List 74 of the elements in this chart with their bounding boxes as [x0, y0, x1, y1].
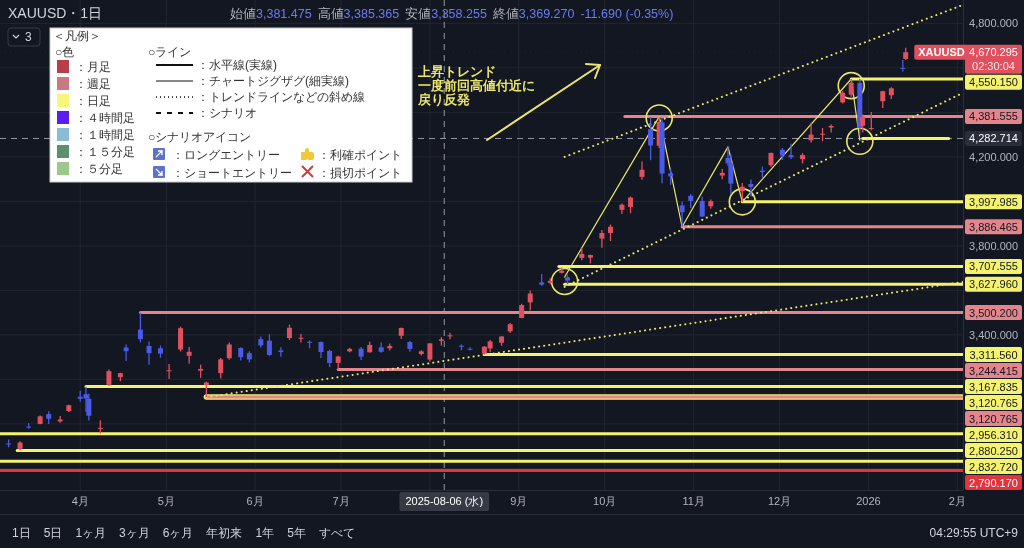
data-label: 2,956.310 [969, 428, 1018, 441]
annotation: ：利確ポイント [318, 148, 402, 162]
data-label: 2,790.170 [969, 476, 1018, 489]
x-tick-label: 6月 [246, 495, 264, 507]
text: 年初来 [206, 526, 243, 540]
annotation: ：日足 [75, 94, 111, 108]
x-tick-label: 2月 [948, 495, 966, 507]
annotation: ：トレンドラインなどの斜め線 [197, 90, 365, 104]
x-tick-label: 5月 [157, 495, 175, 507]
ref-line-label: 4,670.295 [969, 46, 1018, 59]
annotation: 終値3,369.270 [491, 7, 575, 21]
text: すべて [318, 526, 355, 540]
text: 5日 [43, 526, 63, 540]
annotation: 3 [25, 30, 32, 44]
text: 3ヶ月 [119, 526, 150, 540]
y-tick-label: 4,800.000 [969, 17, 1018, 30]
x-tick-label: 7月 [332, 495, 350, 507]
text: 1年 [255, 526, 275, 540]
x-tick-label: 11月 [682, 495, 705, 507]
annotation: 上昇トレンド [417, 65, 496, 79]
annotation: 安値3,358.255 [405, 6, 487, 21]
annotation: ：ショートエントリー [172, 166, 292, 180]
data-label: 3,997.985 [969, 195, 1018, 208]
annotation: ：１時間足 [75, 128, 135, 142]
annotation: ：損切ポイント [318, 166, 402, 180]
annotation: 高値3,385.365 [317, 6, 400, 21]
text: 1ヶ月 [75, 526, 107, 540]
text: 02:30:04 [972, 59, 1015, 72]
data-label: 2,880.250 [969, 444, 1018, 457]
annotation: ○ライン [148, 45, 192, 59]
y-tick-label: 3,800.000 [969, 239, 1018, 252]
x-tick-label: 2026 [856, 495, 881, 507]
data-label: 3,886.465 [969, 220, 1018, 233]
text: 6ヶ月 [162, 526, 194, 540]
data-label: 3,707.555 [969, 260, 1018, 273]
x-tick-label: 10月 [593, 495, 617, 507]
annotation: ：週足 [75, 77, 111, 91]
data-label: 3,120.765 [969, 396, 1018, 409]
x-tick-label: 9月 [510, 495, 528, 507]
annotation: ：ロングエントリー [172, 148, 280, 162]
annotation: ：水平線(実線) [197, 58, 277, 72]
data-label: 3,167.835 [969, 380, 1018, 393]
annotation: XAUUSD・1日 [8, 5, 103, 21]
y-tick-label: 4,200.000 [969, 150, 1018, 163]
y-tick-label: 3,400.000 [969, 328, 1018, 341]
data-label: 4,550.150 [969, 76, 1018, 89]
text: 04:29:55 UTC+9 [929, 526, 1019, 540]
annotation: XAUUSD [918, 46, 965, 59]
text: 1日 [12, 526, 31, 540]
annotation: 一度前回高値付近に [418, 78, 535, 93]
ref-line-label: 2025-08-06 (水) [405, 495, 484, 507]
data-label: 3,120.765 [969, 412, 1018, 425]
annotation: ○色 [55, 45, 75, 59]
text: 5年 [287, 526, 306, 540]
annotation: ：１５分足 [75, 145, 135, 159]
data-label: 2,832.720 [969, 460, 1018, 473]
annotation: 始値3,381.475 [230, 7, 312, 21]
data-label: 3,500.200 [969, 306, 1018, 319]
data-label: 3,244.415 [969, 364, 1018, 377]
annotation: -11.690 (-0.35%) [580, 7, 674, 21]
annotation: 戻り反発 [417, 92, 470, 107]
data-label: 3,311.560 [969, 348, 1018, 361]
x-tick-label: 4月 [71, 495, 89, 507]
annotation: ：月足 [75, 60, 111, 74]
annotation: ＜凡例＞ [53, 29, 101, 43]
annotation: ：４時間足 [75, 111, 135, 125]
annotation: ：シナリオ [197, 106, 257, 120]
data-label: 3,627.960 [969, 278, 1018, 291]
annotation: ：チャートジグザグ(細実線) [197, 74, 349, 88]
annotation: ○シナリオアイコン [148, 130, 252, 144]
annotation: ：５分足 [75, 162, 123, 176]
data-label: 4,381.555 [969, 110, 1018, 123]
ref-line-label: 4,282.714 [969, 132, 1018, 145]
x-tick-label: 12月 [767, 495, 792, 507]
